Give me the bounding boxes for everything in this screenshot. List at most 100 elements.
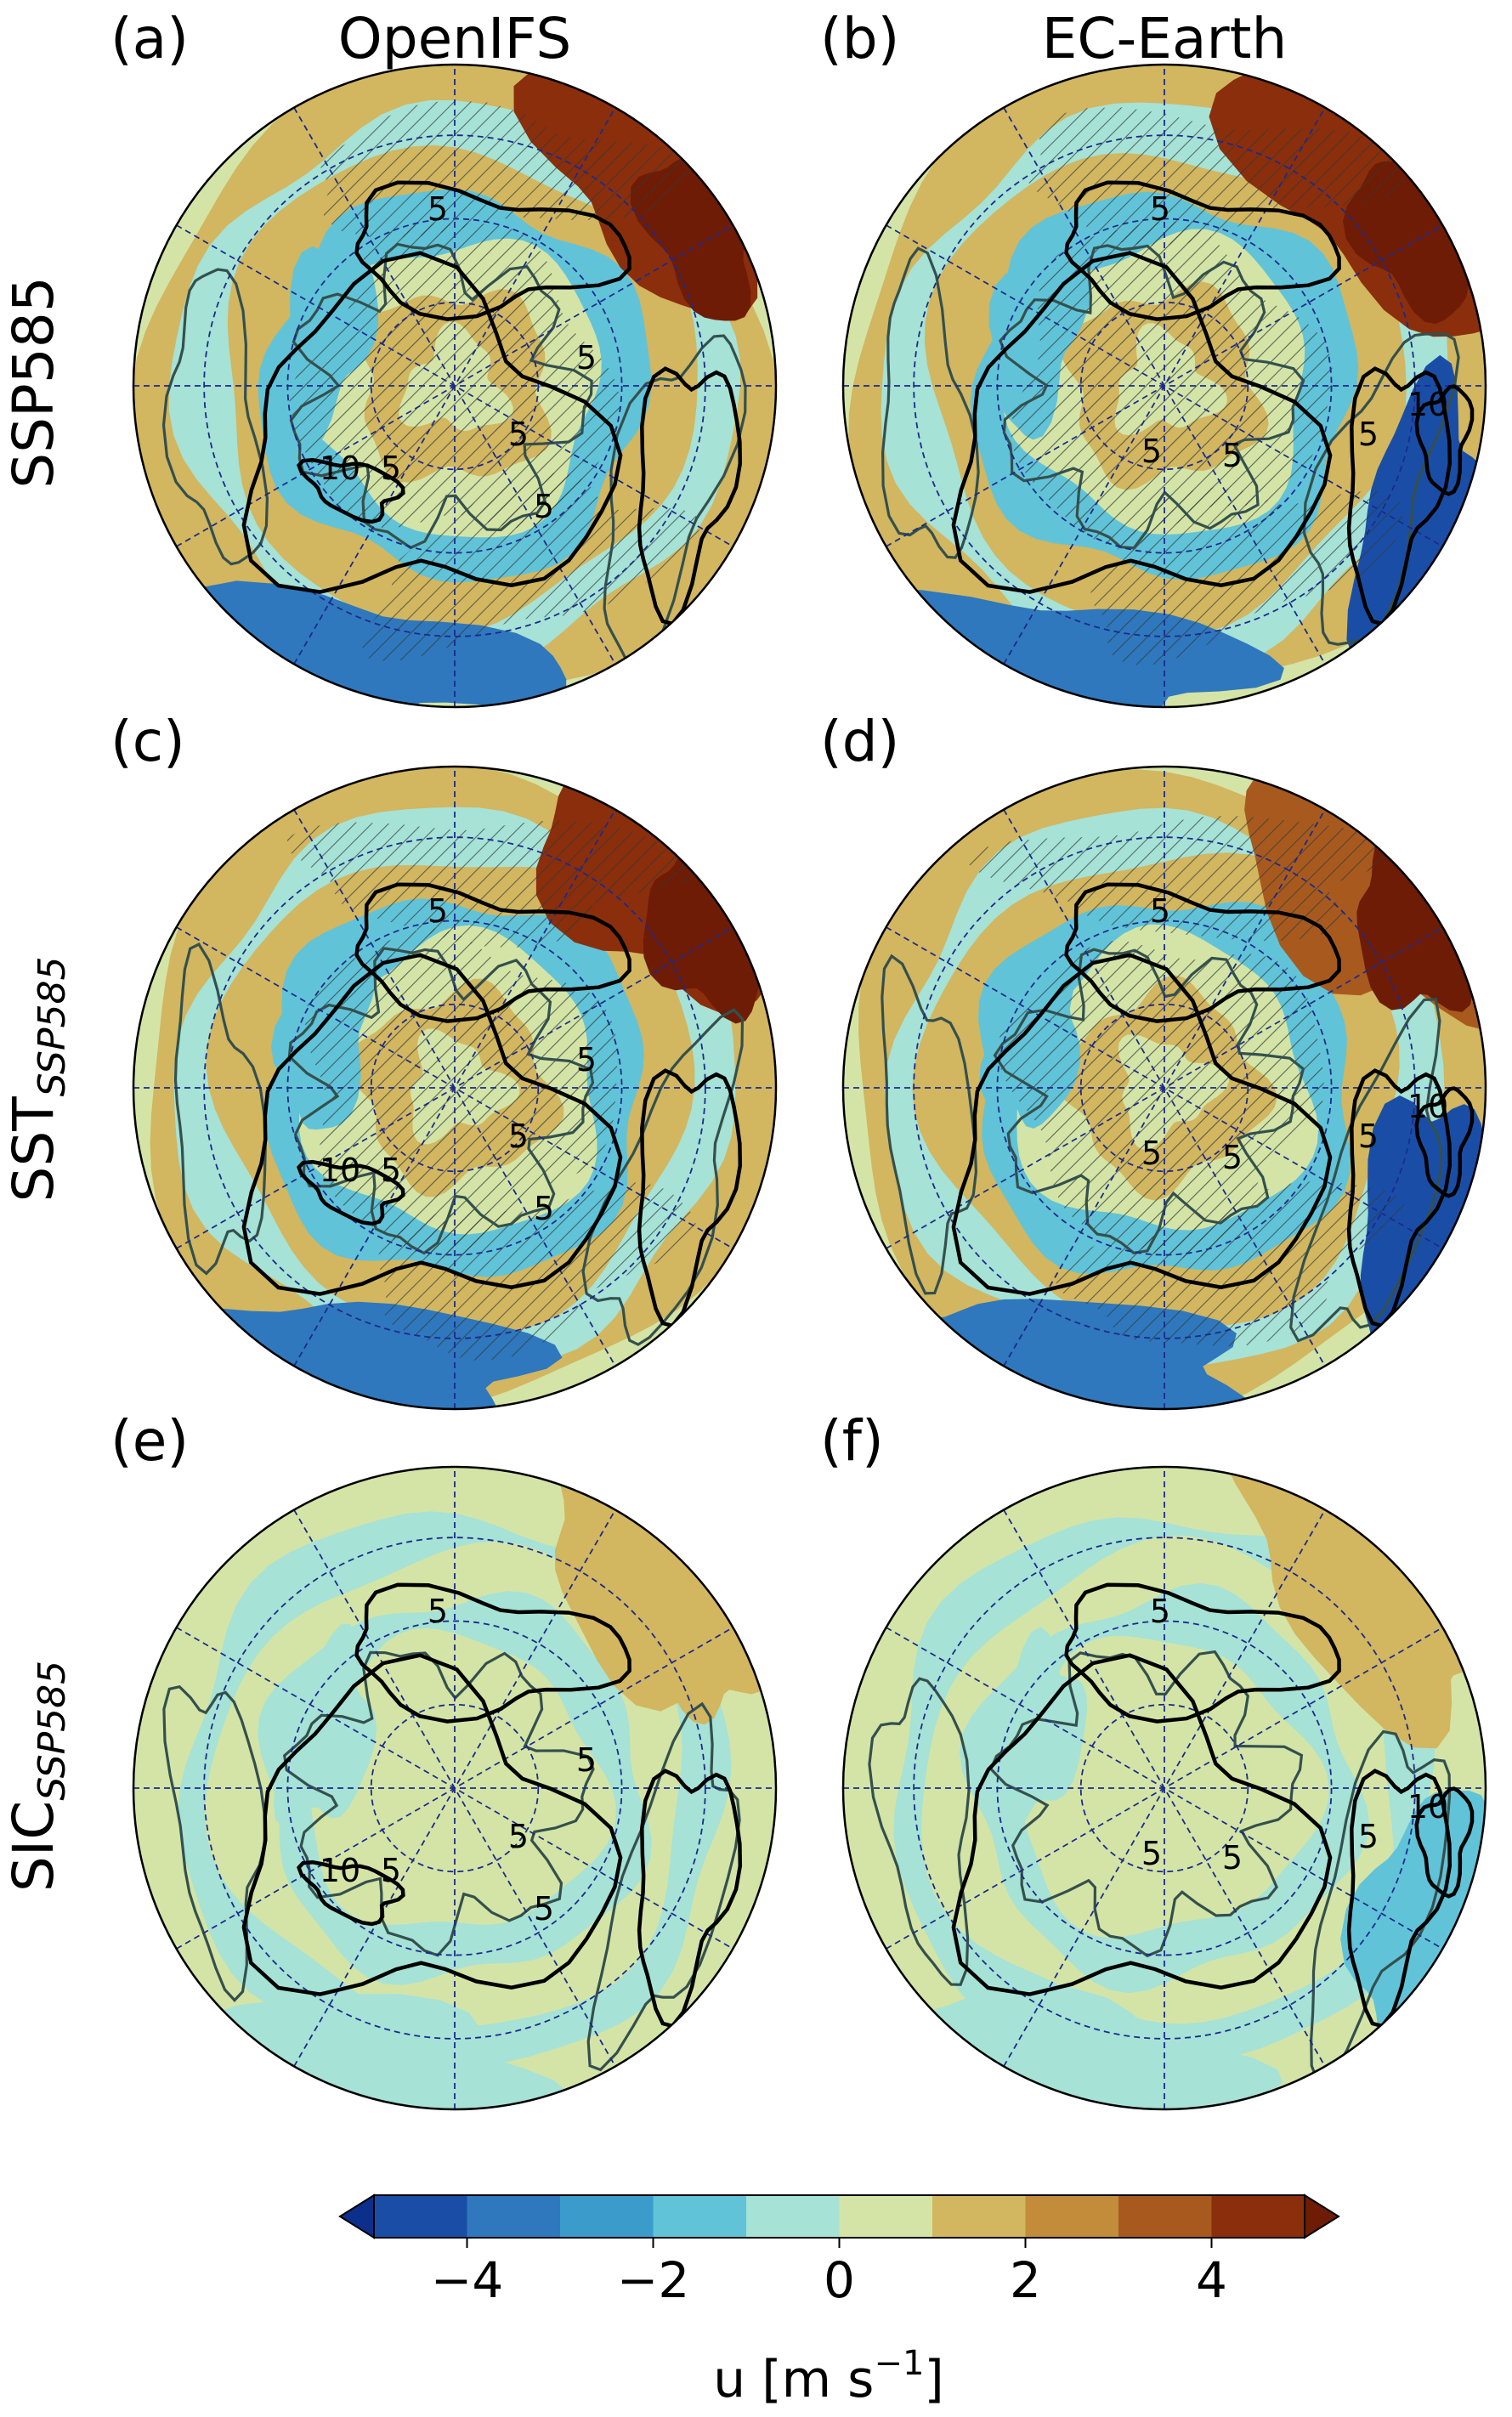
contour-label: 5 (534, 1190, 554, 1227)
positive-anomaly-core (648, 1535, 769, 1725)
climatology-contour (354, 882, 631, 1023)
latitude-gridline (913, 836, 1416, 1339)
map-boundary (132, 63, 778, 709)
climatology-contour (1064, 1582, 1341, 1724)
contour-label: 5 (1150, 1593, 1170, 1630)
column-title-ec-earth: EC-Earth (1042, 6, 1288, 71)
colorbar-segment (1211, 2195, 1305, 2238)
climatology-contour (637, 1068, 743, 1328)
contour-label: 5 (381, 1852, 401, 1889)
map-panel-b: 5 5 5 10 5 (841, 63, 1487, 709)
climatology-contour (297, 1859, 405, 1927)
climatology-contour (241, 953, 623, 1296)
climatology-contour (1346, 1769, 1453, 2029)
latitude-gridline (1079, 1003, 1249, 1173)
climatology-contour (1414, 1086, 1475, 1198)
colorbar-segment (560, 2195, 654, 2238)
latitude-gridline (286, 218, 623, 554)
significance-hatching (360, 472, 703, 663)
climatology-contour (241, 251, 623, 594)
climatology-contour (951, 251, 1333, 594)
climatology-contour (951, 953, 1333, 1296)
panel-label-d: (d) (820, 709, 899, 774)
panel-label-a: (a) (110, 6, 189, 71)
contour-label: 5 (534, 488, 554, 525)
colorbar-segment (374, 2195, 467, 2238)
contour-label: 5 (1222, 1139, 1243, 1176)
row-title-sst-sub: SSP585 (31, 957, 74, 1097)
climatology-contour (1346, 366, 1453, 626)
contour-label: 5 (381, 1152, 401, 1189)
colorbar (338, 2193, 1340, 2239)
significance-hatching (966, 815, 1398, 942)
significance-hatching (377, 1182, 697, 1361)
colorbar-segment (932, 2195, 1026, 2238)
colorbar-label-main: u [m s (713, 2350, 874, 2409)
contour-label: 5 (428, 1593, 448, 1630)
meridian-gridline (293, 809, 616, 1367)
colorbar-overflow (1304, 2193, 1340, 2239)
climatology-contour (354, 180, 631, 321)
row-title-ssp585: SSP585 (1, 276, 66, 489)
latitude-gridline (913, 134, 1416, 637)
contour-label: 10 (320, 450, 360, 487)
latitude-gridline (1079, 1703, 1249, 1873)
panel-label-f: (f) (820, 1408, 884, 1474)
coastline (282, 1650, 595, 1957)
coastline (989, 1650, 1304, 1958)
colorbar-segment (467, 2195, 561, 2238)
map-panel-f: 5 5 5 10 5 (841, 1465, 1487, 2111)
climatology-contour (951, 1653, 1333, 1996)
row-title-sst-main: SST (1, 1096, 66, 1203)
contour-label: 5 (428, 190, 448, 228)
meridian-gridline (1003, 107, 1326, 665)
climatology-contour (241, 1653, 623, 1996)
colorbar-label-end: ] (924, 2350, 943, 2409)
panel-label-b: (b) (820, 6, 899, 71)
contour-label: 5 (1358, 1118, 1379, 1155)
climatology-contour (637, 366, 743, 626)
colorbar-underflow (338, 2193, 375, 2239)
climatology-contour (637, 1769, 743, 2029)
latitude-gridline (370, 1703, 540, 1873)
colorbar-tick-label: 2 (1010, 2251, 1041, 2309)
contour-label: 5 (428, 892, 448, 930)
contour-label: 10 (320, 1852, 360, 1889)
latitude-gridline (286, 1620, 623, 1956)
colorbar-tick-label: 0 (824, 2251, 855, 2309)
contour-label: 5 (534, 1890, 554, 1927)
panel-label-c: (c) (110, 709, 185, 774)
latitude-gridline (913, 1537, 1416, 2040)
contour-label: 5 (508, 1118, 529, 1155)
contour-label: 5 (1222, 1839, 1243, 1876)
contour-label: 5 (508, 1818, 529, 1855)
contour-label: 5 (1150, 190, 1170, 228)
anomaly-band (1104, 1746, 1221, 1854)
contour-label: 10 (320, 1152, 360, 1189)
row-title-sic-main: SIC (1, 1801, 66, 1892)
contour-label: 10 (1407, 1088, 1448, 1125)
latitude-gridline (996, 920, 1333, 1256)
latitude-gridline (203, 134, 706, 637)
negative-anomaly (273, 1623, 377, 1827)
positive-anomaly-core (1356, 832, 1474, 1012)
latitude-gridline (203, 1537, 706, 2040)
latitude-gridline (370, 1003, 540, 1173)
colorbar-tick-label: −2 (617, 2251, 690, 2309)
meridian-gridline (293, 107, 616, 665)
meridian-gridline (1003, 809, 1326, 1367)
negative-anomaly (1360, 1095, 1486, 1389)
map-boundary (841, 765, 1487, 1411)
latitude-gridline (203, 836, 706, 1339)
colorbar-segment (653, 2195, 747, 2238)
meridian-gridline (293, 1509, 616, 2067)
colorbar-label: u [m s−1] (713, 2344, 944, 2409)
contour-label: 5 (1141, 1135, 1162, 1172)
coastline (289, 242, 593, 550)
contour-label: 5 (381, 450, 401, 487)
significance-hatching (320, 99, 697, 238)
contour-label: 5 (508, 416, 529, 453)
